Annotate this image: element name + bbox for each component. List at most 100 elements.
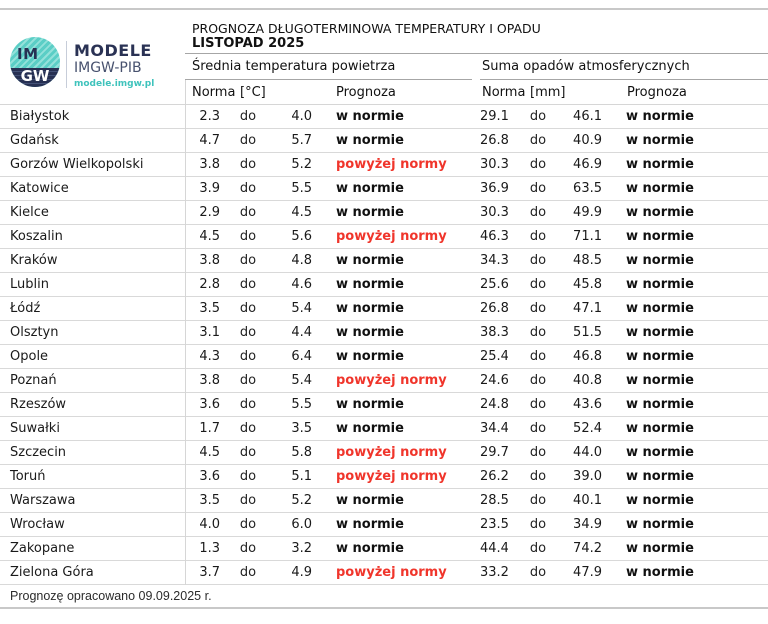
precip-norm-min: 24.8 — [480, 397, 508, 412]
precip-norm-max: 63.5 — [573, 181, 602, 196]
temp-norm-max: 5.6 — [291, 229, 312, 244]
precip-forecast: w normie — [626, 373, 694, 388]
temp-range-separator: do — [239, 445, 257, 460]
temp-norm-min: 3.6 — [199, 469, 220, 484]
precip-norm-max: 71.1 — [573, 229, 602, 244]
precip-col-unit: [mm] — [530, 85, 566, 100]
temp-norm-max: 6.0 — [291, 517, 312, 532]
page-title: PROGNOZA DŁUGOTERMINOWA TEMPERATURY I OP… — [192, 21, 541, 36]
precip-norm-max: 40.9 — [573, 133, 602, 148]
temp-range-separator: do — [239, 565, 257, 580]
table-row: Katowice 3.9 do 5.5 w normie 36.9 do 63.… — [0, 177, 768, 201]
temp-norm-min: 3.5 — [199, 493, 220, 508]
temp-range-separator: do — [239, 205, 257, 220]
precip-col-norma: Norma — [482, 85, 526, 100]
table-row: Gdańsk 4.7 do 5.7 w normie 26.8 do 40.9 … — [0, 129, 768, 153]
temp-section-header: Średnia temperatura powietrza — [192, 59, 396, 74]
temp-forecast: powyżej normy — [336, 469, 447, 484]
table-row: Warszawa 3.5 do 5.2 w normie 28.5 do 40.… — [0, 489, 768, 513]
precip-range-separator: do — [529, 277, 547, 292]
temp-norm-max: 5.5 — [291, 181, 312, 196]
precip-norm-max: 48.5 — [573, 253, 602, 268]
precip-range-separator: do — [529, 349, 547, 364]
precip-norm-min: 26.2 — [480, 469, 508, 484]
precip-norm-max: 34.9 — [573, 517, 602, 532]
table-row: Lublin 2.8 do 4.6 w normie 25.6 do 45.8 … — [0, 273, 768, 297]
precip-norm-min: 33.2 — [480, 565, 508, 580]
precip-norm-min: 30.3 — [480, 205, 508, 220]
temp-range-separator: do — [239, 301, 257, 316]
temp-forecast: w normie — [336, 277, 404, 292]
table-row: Koszalin 4.5 do 5.6 powyżej normy 46.3 d… — [0, 225, 768, 249]
precip-norm-min: 36.9 — [480, 181, 508, 196]
table-row: Łódź 3.5 do 5.4 w normie 26.8 do 47.1 w … — [0, 297, 768, 321]
city-name: Kraków — [10, 253, 58, 268]
precip-range-separator: do — [529, 301, 547, 316]
city-name: Gorzów Wielkopolski — [10, 157, 144, 172]
temp-range-separator: do — [239, 349, 257, 364]
top-divider — [0, 8, 768, 10]
city-column-divider — [185, 80, 186, 585]
temp-norm-max: 5.7 — [291, 133, 312, 148]
city-name: Zakopane — [10, 541, 75, 556]
title-divider — [185, 53, 768, 54]
precip-forecast: w normie — [626, 325, 694, 340]
forecast-table: Białystok 2.3 do 4.0 w normie 29.1 do 46… — [0, 104, 768, 585]
bottom-divider — [0, 607, 768, 609]
temp-col-prognoza: Prognoza — [336, 85, 396, 100]
temp-forecast: w normie — [336, 325, 404, 340]
precip-forecast: w normie — [626, 277, 694, 292]
precip-norm-min: 28.5 — [480, 493, 508, 508]
table-row: Białystok 2.3 do 4.0 w normie 29.1 do 46… — [0, 105, 768, 129]
temp-norm-min: 3.8 — [199, 373, 220, 388]
logo-org: IMGW-PIB — [74, 60, 142, 76]
temp-forecast: powyżej normy — [336, 445, 447, 460]
table-row: Zielona Góra 3.7 do 4.9 powyżej normy 33… — [0, 561, 768, 585]
table-row: Suwałki 1.7 do 3.5 w normie 34.4 do 52.4… — [0, 417, 768, 441]
table-row: Zakopane 1.3 do 3.2 w normie 44.4 do 74.… — [0, 537, 768, 561]
precip-range-separator: do — [529, 421, 547, 436]
temp-range-separator: do — [239, 541, 257, 556]
page-subtitle-month: LISTOPAD 2025 — [192, 36, 305, 51]
precip-norm-min: 29.1 — [480, 109, 508, 124]
precip-norm-min: 46.3 — [480, 229, 508, 244]
precip-range-separator: do — [529, 565, 547, 580]
precip-norm-min: 30.3 — [480, 157, 508, 172]
temp-forecast: powyżej normy — [336, 229, 447, 244]
temp-range-separator: do — [239, 373, 257, 388]
table-row: Kraków 3.8 do 4.8 w normie 34.3 do 48.5 … — [0, 249, 768, 273]
city-name: Opole — [10, 349, 49, 364]
precip-forecast: w normie — [626, 493, 694, 508]
temp-norm-max: 5.4 — [291, 301, 312, 316]
precip-forecast: w normie — [626, 109, 694, 124]
city-name: Rzeszów — [10, 397, 67, 412]
precip-norm-min: 25.4 — [480, 349, 508, 364]
precip-norm-min: 23.5 — [480, 517, 508, 532]
city-name: Wrocław — [10, 517, 65, 532]
precip-norm-max: 39.0 — [573, 469, 602, 484]
precip-col-prognoza: Prognoza — [627, 85, 687, 100]
temp-norm-min: 4.5 — [199, 445, 220, 460]
temp-range-separator: do — [239, 493, 257, 508]
city-name: Olsztyn — [10, 325, 59, 340]
temp-norm-min: 4.7 — [199, 133, 220, 148]
city-name: Katowice — [10, 181, 69, 196]
temp-norm-max: 4.4 — [291, 325, 312, 340]
temp-forecast: w normie — [336, 181, 404, 196]
precip-forecast: w normie — [626, 181, 694, 196]
precip-range-separator: do — [529, 517, 547, 532]
temp-norm-min: 4.5 — [199, 229, 220, 244]
precip-range-separator: do — [529, 325, 547, 340]
precip-range-separator: do — [529, 493, 547, 508]
temp-forecast: w normie — [336, 205, 404, 220]
precip-range-separator: do — [529, 157, 547, 172]
temp-forecast: w normie — [336, 301, 404, 316]
precip-norm-min: 44.4 — [480, 541, 508, 556]
temp-range-separator: do — [239, 421, 257, 436]
precip-norm-max: 46.9 — [573, 157, 602, 172]
precip-range-separator: do — [529, 541, 547, 556]
temp-norm-max: 5.2 — [291, 493, 312, 508]
table-row: Rzeszów 3.6 do 5.5 w normie 24.8 do 43.6… — [0, 393, 768, 417]
precip-section-header: Suma opadów atmosferycznych — [482, 59, 690, 74]
precip-forecast: w normie — [626, 445, 694, 460]
